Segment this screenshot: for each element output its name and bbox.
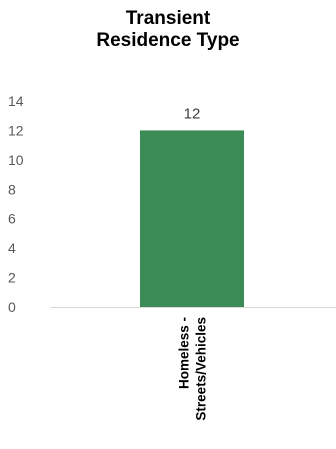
y-tick-label-10: 10 xyxy=(8,152,24,168)
y-tick-label-8: 8 xyxy=(8,181,16,197)
chart-title-line-1: Transient xyxy=(125,8,211,29)
data-labels: 12 xyxy=(184,105,201,122)
y-tick-label-14: 14 xyxy=(8,93,24,109)
x-category-label-0-line-0: Homeless - xyxy=(177,317,192,389)
data-label-0: 12 xyxy=(184,105,201,122)
y-tick-label-6: 6 xyxy=(8,211,16,227)
y-tick-label-12: 12 xyxy=(8,122,24,138)
bars xyxy=(140,130,244,307)
y-axis-tick-labels: 0 2 4 6 8 10 12 14 xyxy=(8,93,24,315)
x-category-label-0-line-1: Streets/Vehicles xyxy=(194,317,209,421)
y-tick-label-4: 4 xyxy=(8,240,16,256)
chart-title-line-2: Residence Type xyxy=(96,30,240,51)
y-tick-label-2: 2 xyxy=(8,270,16,286)
chart-title: Transient Residence Type xyxy=(0,8,336,52)
bar-0 xyxy=(140,130,244,307)
y-tick-label-0: 0 xyxy=(8,299,16,315)
x-axis-category-labels: Homeless - Streets/Vehicles xyxy=(177,317,209,421)
